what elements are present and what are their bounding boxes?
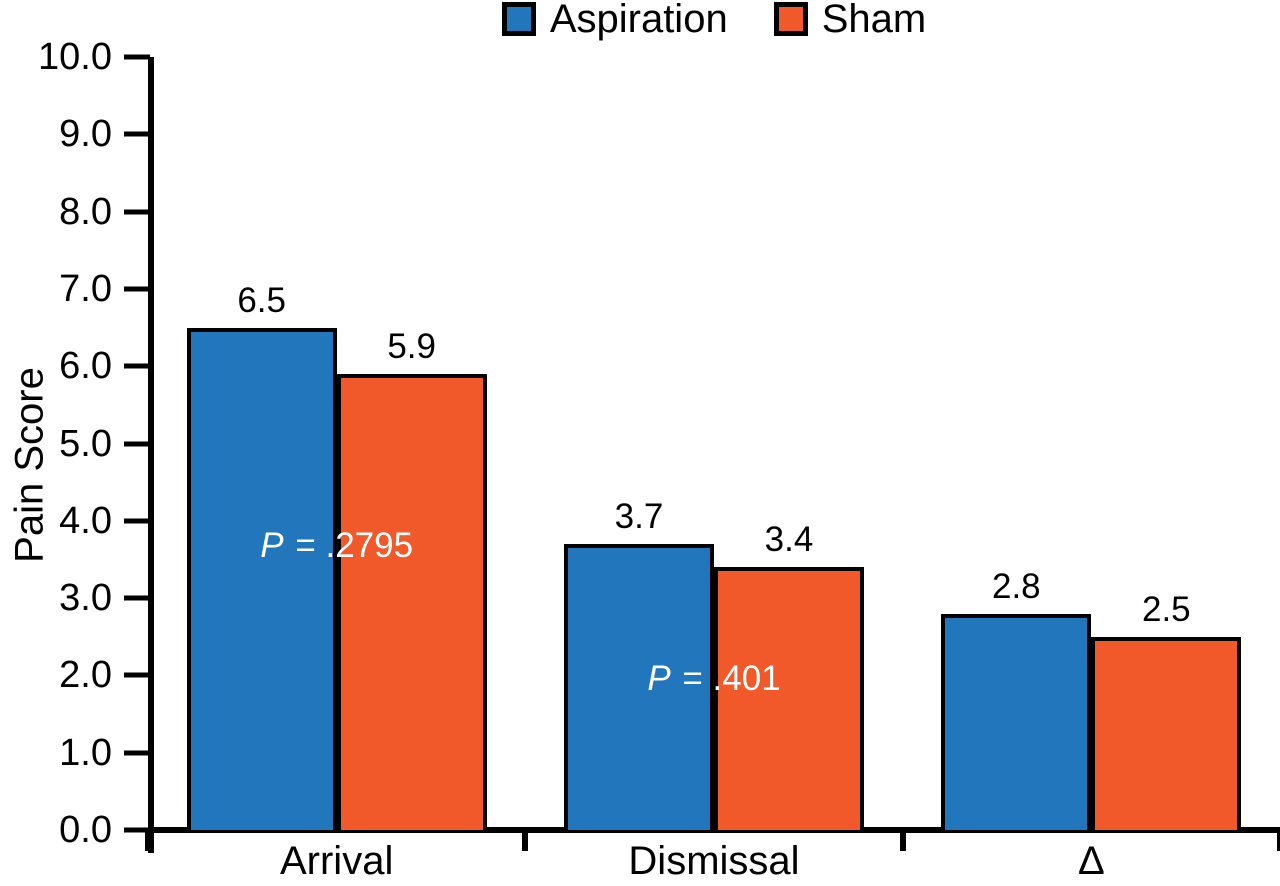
bar-sham-1 — [713, 567, 864, 830]
legend-swatch-sham — [773, 2, 808, 36]
bar-group-0: 6.5 5.9 — [148, 57, 525, 830]
y-tick-label: 9.0 — [59, 113, 112, 156]
x-tick — [1277, 830, 1280, 851]
y-tick — [124, 209, 150, 215]
legend-item-sham: Sham — [773, 0, 927, 42]
plot-area: 0.0 1.0 2.0 3.0 4.0 5.0 6.0 7.0 8.0 9.0 10.0 6.5 5.… — [38, 38, 1280, 853]
y-tick — [124, 54, 150, 60]
y-tick-label: 6.0 — [59, 345, 112, 388]
legend-item-aspiration: Aspiration — [501, 0, 728, 42]
x-tick — [522, 830, 529, 851]
y-tick — [124, 363, 150, 369]
y-tick-label: 4.0 — [59, 499, 112, 542]
y-tick-label: 7.0 — [59, 267, 112, 310]
y-tick-label: 5.0 — [59, 422, 112, 465]
p-value-label: P = .2795 — [260, 526, 414, 566]
x-axis-line — [148, 827, 1280, 833]
bar-groups: 6.5 5.9 3.7 3.4 2.8 2.5 — [148, 57, 1280, 830]
y-tick — [124, 518, 150, 524]
legend-label: Sham — [821, 0, 927, 41]
y-tick — [124, 441, 150, 446]
y-tick-label: 8.0 — [59, 190, 112, 233]
bar-value-label: 5.9 — [387, 326, 436, 366]
bar-value-label: 6.5 — [237, 280, 286, 320]
bar-aspiration-2 — [941, 613, 1092, 830]
legend: Aspiration Sham — [148, 0, 1280, 42]
bar-value-label: 3.7 — [614, 497, 664, 536]
bar-group-2: 2.8 2.5 — [903, 57, 1280, 830]
legend-label: Aspiration — [549, 0, 728, 41]
bar-value-label: 2.5 — [1141, 589, 1191, 629]
y-tick-label: 2.0 — [59, 654, 112, 697]
p-value-label: P = .401 — [647, 659, 781, 699]
legend-swatch-aspiration — [501, 2, 536, 36]
y-tick — [124, 286, 150, 292]
bar-aspiration-1 — [563, 544, 714, 830]
y-tick-label: 10.0 — [38, 36, 112, 78]
bar-aspiration-0 — [186, 327, 337, 830]
y-tick — [124, 672, 150, 678]
bar-sham-2 — [1091, 636, 1242, 830]
x-tick — [145, 830, 151, 851]
y-tick-label: 1.0 — [59, 731, 112, 774]
category-label-1: Dismissal — [628, 839, 800, 883]
y-tick-label: 0.0 — [59, 809, 112, 851]
bar-value-label: 3.4 — [764, 520, 814, 560]
category-label-0: Arrival — [279, 839, 394, 883]
y-tick — [124, 827, 150, 833]
y-tick — [124, 131, 150, 137]
y-axis-line — [148, 57, 154, 853]
bar-sham-0 — [336, 373, 487, 830]
x-tick — [899, 830, 906, 851]
y-tick — [124, 750, 150, 756]
y-tick — [124, 595, 150, 601]
category-label-2: Δ — [1077, 839, 1105, 883]
bar-value-label: 2.8 — [991, 566, 1041, 606]
y-tick-label: 3.0 — [59, 577, 112, 620]
bar-group-1: 3.7 3.4 — [525, 57, 902, 830]
x-axis-category-labels: Arrival Dismissal Δ — [148, 840, 1280, 882]
